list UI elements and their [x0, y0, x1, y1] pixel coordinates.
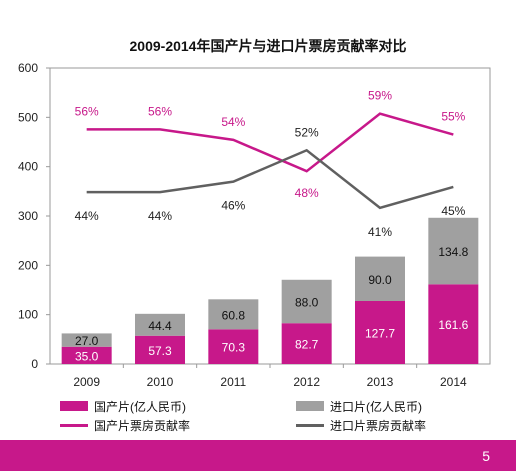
y-tick-label: 500: [18, 110, 38, 124]
line-label-import: 44%: [148, 209, 172, 223]
bar-label-import: 134.8: [438, 245, 468, 259]
y-tick-label: 100: [18, 308, 38, 322]
bar-label-domestic: 70.3: [222, 341, 246, 355]
bar-label-import: 27.0: [75, 334, 99, 348]
line-label-import: 44%: [75, 209, 99, 223]
bar-domestic: [135, 335, 185, 364]
bar-label-domestic: 35.0: [75, 349, 99, 363]
bar-label-domestic: 57.3: [148, 344, 172, 358]
bar-import: [355, 256, 405, 302]
bar-import: [281, 279, 332, 324]
bar-label-domestic: 82.7: [295, 338, 319, 352]
bar-label-domestic: 127.7: [365, 327, 395, 341]
bar-label-import: 88.0: [295, 295, 319, 309]
chart-plot: 0 100 200 300 400 500 600 2009 2010 2011 2012 2013 2…: [18, 61, 491, 389]
line-label-domestic: 56%: [75, 104, 99, 118]
x-tick-label: 2009: [73, 375, 100, 389]
line-label-domestic: 59%: [368, 89, 392, 103]
bar-domestic: [208, 329, 259, 364]
bar-label-import: 60.8: [222, 308, 246, 322]
bar-domestic: [355, 301, 405, 364]
y-tick-label: 0: [31, 357, 38, 371]
bar-label-import: 90.0: [368, 273, 392, 287]
x-tick-label: 2010: [147, 375, 174, 389]
bar-label-domestic: 161.6: [438, 318, 468, 332]
line-label-import: 45%: [441, 204, 465, 218]
bar-import: [208, 299, 259, 330]
line-label-domestic: 55%: [441, 110, 465, 124]
x-tick-label: 2011: [220, 375, 246, 389]
bar-domestic: [428, 284, 479, 364]
line-domestic-share: [86, 112, 454, 173]
y-tick-label: 200: [18, 258, 38, 272]
page-number: 5: [482, 448, 490, 464]
line-label-domestic: 56%: [148, 104, 172, 118]
bar-import: [428, 217, 479, 285]
x-tick-label: 2013: [367, 375, 394, 389]
y-tick-label: 300: [18, 209, 38, 223]
chart-title: 2009-2014年国产片与进口片票房贡献率对比: [129, 38, 407, 54]
footer-bar: 5: [0, 440, 516, 471]
line-label-domestic: 48%: [295, 186, 319, 200]
line-label-import: 52%: [295, 125, 319, 139]
y-tick-label: 600: [18, 61, 38, 75]
plot-frame: [49, 67, 491, 365]
y-tick-label: 400: [18, 160, 38, 174]
bar-label-import: 44.4: [148, 319, 172, 333]
bar-import: [61, 333, 112, 347]
line-label-import: 46%: [221, 199, 245, 213]
x-tick-label: 2014: [440, 375, 467, 389]
x-tick-label: 2012: [293, 375, 320, 389]
line-label-domestic: 54%: [221, 115, 245, 129]
bar-domestic: [281, 323, 332, 364]
line-label-import: 41%: [368, 225, 392, 239]
bar-domestic: [61, 346, 112, 364]
bar-import: [135, 313, 185, 336]
line-import-share: [86, 148, 454, 210]
